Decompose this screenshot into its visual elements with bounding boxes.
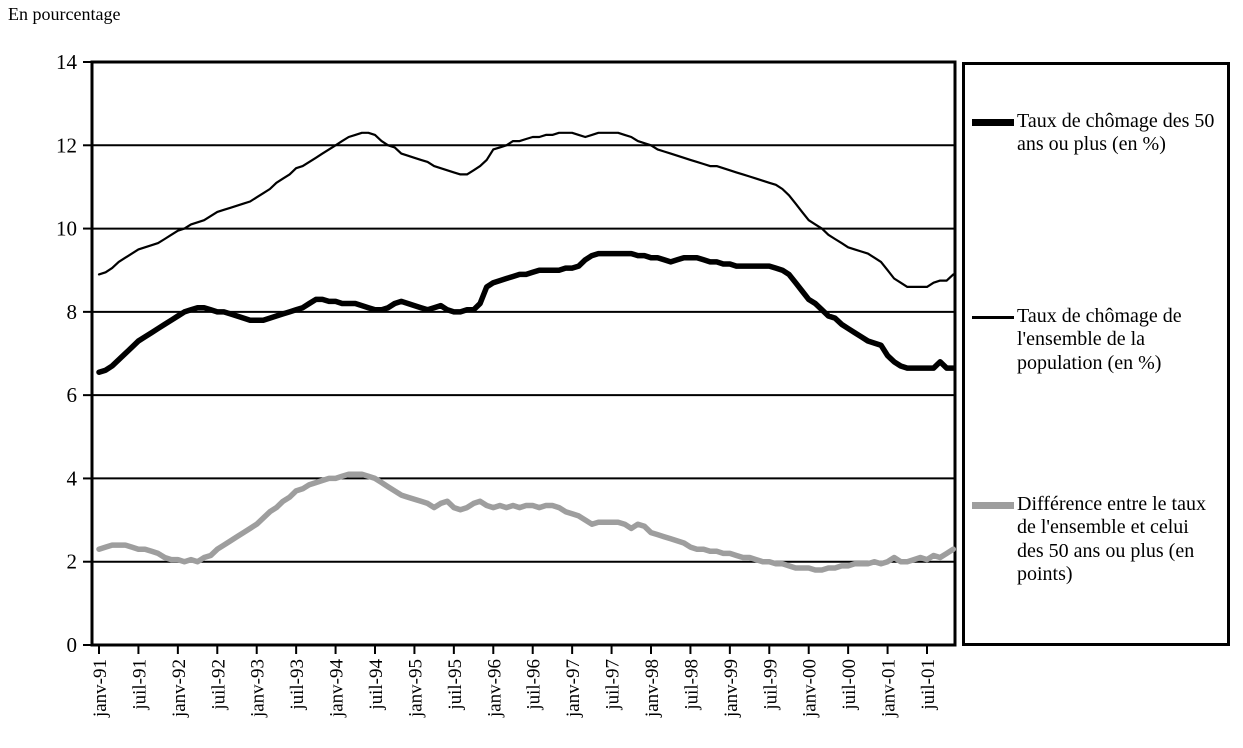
legend-item-50plus: Taux de chômage des 50 ans ou plus (en %… (972, 110, 1220, 157)
legend-item-ensemble: Taux de chômage de l'ensemble de la popu… (972, 305, 1220, 375)
svg-text:janv-94: janv-94 (327, 659, 348, 719)
svg-text:0: 0 (67, 633, 78, 657)
svg-text:janv-98: janv-98 (642, 659, 663, 718)
legend-label-ensemble: Taux de chômage de l'ensemble de la popu… (1017, 305, 1182, 374)
svg-text:12: 12 (56, 133, 77, 157)
legend-label-50plus: Taux de chômage des 50 ans ou plus (en %… (1017, 110, 1215, 156)
thin-black-line-swatch-icon (972, 316, 1014, 319)
svg-text:juil-01: juil-01 (918, 659, 939, 711)
svg-text:10: 10 (56, 217, 77, 241)
chart-legend: Taux de chômage des 50 ans ou plus (en %… (962, 62, 1230, 646)
thick-gray-line-swatch-icon (972, 502, 1014, 509)
svg-text:janv-97: janv-97 (563, 659, 584, 718)
svg-text:juil-99: juil-99 (760, 659, 781, 711)
svg-text:juil-93: juil-93 (287, 659, 308, 711)
svg-text:janv-99: janv-99 (721, 659, 742, 718)
svg-text:juil-94: juil-94 (366, 659, 387, 711)
thick-black-line-swatch-icon (972, 119, 1014, 126)
svg-text:janv-95: janv-95 (405, 659, 426, 718)
svg-text:6: 6 (67, 383, 78, 407)
svg-text:juil-95: juil-95 (445, 659, 466, 711)
svg-text:janv-00: janv-00 (800, 659, 821, 718)
svg-text:janv-93: janv-93 (248, 659, 269, 718)
svg-text:janv-91: janv-91 (90, 659, 111, 718)
svg-text:juil-96: juil-96 (524, 659, 545, 711)
legend-item-difference: Différence entre le taux de l'ensemble e… (972, 493, 1220, 587)
svg-text:janv-92: janv-92 (169, 659, 190, 718)
svg-text:juil-91: juil-91 (129, 659, 150, 711)
svg-text:janv-01: janv-01 (879, 659, 900, 718)
svg-text:4: 4 (67, 466, 78, 490)
svg-text:juil-00: juil-00 (839, 659, 860, 711)
svg-text:juil-92: juil-92 (208, 659, 229, 711)
svg-text:8: 8 (67, 300, 78, 324)
legend-label-difference: Différence entre le taux de l'ensemble e… (1017, 493, 1206, 586)
svg-text:2: 2 (67, 550, 78, 574)
chart-unit-label: En pourcentage (8, 4, 121, 24)
svg-text:janv-96: janv-96 (484, 659, 505, 718)
svg-text:14: 14 (56, 50, 78, 74)
svg-text:juil-98: juil-98 (681, 659, 702, 711)
svg-text:juil-97: juil-97 (603, 659, 624, 711)
